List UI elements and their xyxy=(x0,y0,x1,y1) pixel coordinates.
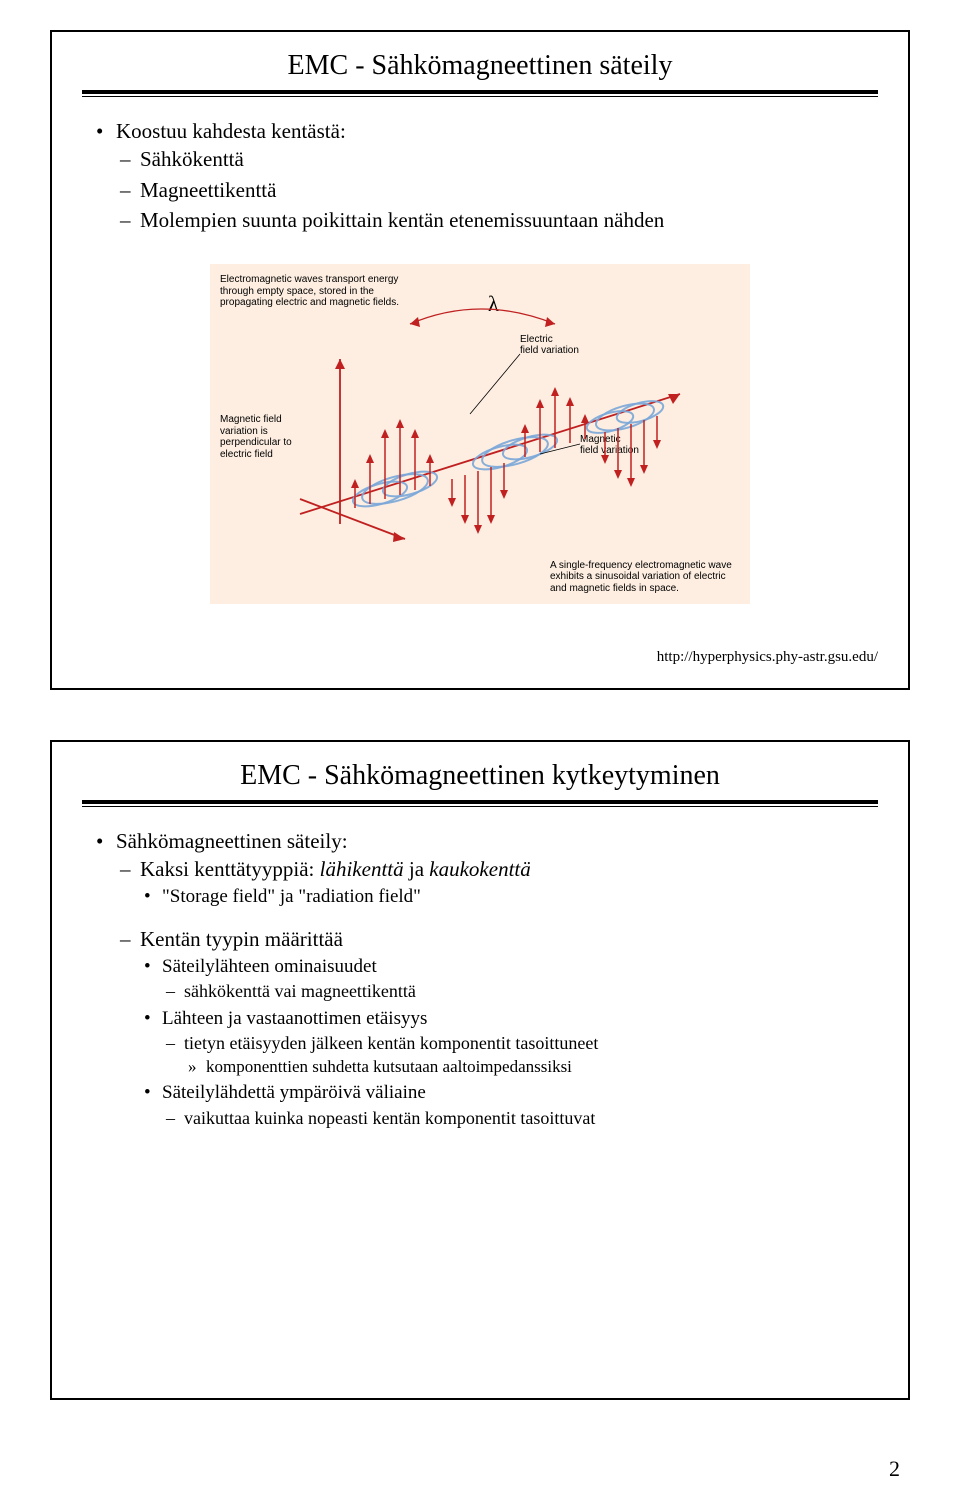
l3b2-text: Lähteen ja vastaanottimen etäisyys xyxy=(162,1008,427,1029)
slide2-body: Sähkömagneettinen säteily: Kaksi kenttät… xyxy=(52,827,908,1130)
page-number: 2 xyxy=(889,1456,900,1482)
slide2-l2b: Kentän tyypin määrittää Säteilylähteen o… xyxy=(116,925,868,1130)
l3b1-text: Säteilylähteen ominaisuudet xyxy=(162,956,377,977)
l2b-text: Kentän tyypin määrittää xyxy=(140,927,343,951)
slide2-l5b2a1: komponenttien suhdetta kutsutaan aaltoim… xyxy=(184,1056,868,1079)
slide2-l2a: Kaksi kenttätyyppiä: lähikenttä ja kauko… xyxy=(116,855,868,909)
page: EMC - Sähkömagneettinen säteily Koostuu … xyxy=(0,0,960,1507)
l2a-it2: kaukokenttä xyxy=(429,857,530,881)
diagram-svg xyxy=(210,264,750,604)
slide1-title: EMC - Sähkömagneettinen säteily xyxy=(52,32,908,90)
slide2-heading: Sähkömagneettinen säteily: Kaksi kenttät… xyxy=(92,827,868,1130)
slide1-item-2: Molempien suunta poikittain kentän etene… xyxy=(116,206,868,234)
slide1-heading-text: Koostuu kahdesta kentästä: xyxy=(116,119,346,143)
l2a-pre: Kaksi kenttätyyppiä: xyxy=(140,857,320,881)
l4b2a-text: tietyn etäisyyden jälkeen kentän kompone… xyxy=(184,1033,598,1053)
l2a-it1: lähikenttä xyxy=(320,857,404,881)
title-rule-2 xyxy=(82,800,878,807)
slide2-heading-text: Sähkömagneettinen säteily: xyxy=(116,829,348,853)
slide-1: EMC - Sähkömagneettinen säteily Koostuu … xyxy=(50,30,910,690)
slide2-l3b1: Säteilylähteen ominaisuudet sähkökenttä … xyxy=(140,954,868,1004)
slide2-l4b2a: tietyn etäisyyden jälkeen kentän kompone… xyxy=(162,1031,868,1078)
l3b3-text: Säteilylähdettä ympäröivä väliaine xyxy=(162,1082,426,1103)
slide2-l3b2: Lähteen ja vastaanottimen etäisyys tiety… xyxy=(140,1006,868,1079)
slide-2: EMC - Sähkömagneettinen kytkeytyminen Sä… xyxy=(50,740,910,1400)
em-wave-diagram: Electromagnetic waves transport energy t… xyxy=(210,264,750,604)
slide2-title: EMC - Sähkömagneettinen kytkeytyminen xyxy=(52,742,908,800)
slide2-l3a: "Storage field" ja "radiation field" xyxy=(140,884,868,910)
slide1-item-1: Magneettikenttä xyxy=(116,176,868,204)
source-url: http://hyperphysics.phy-astr.gsu.edu/ xyxy=(657,649,878,666)
slide1-item-0: Sähkökenttä xyxy=(116,145,868,173)
slide2-l4b3a: vaikuttaa kuinka nopeasti kentän kompone… xyxy=(162,1106,868,1130)
title-rule xyxy=(82,90,878,97)
l2a-mid: ja xyxy=(404,857,430,881)
slide1-heading: Koostuu kahdesta kentästä: Sähkökenttä M… xyxy=(92,117,868,234)
slide2-l3b3: Säteilylähdettä ympäröivä väliaine vaiku… xyxy=(140,1080,868,1130)
slide1-body: Koostuu kahdesta kentästä: Sähkökenttä M… xyxy=(52,117,908,604)
slide2-l4b1a: sähkökenttä vai magneettikenttä xyxy=(162,979,868,1003)
